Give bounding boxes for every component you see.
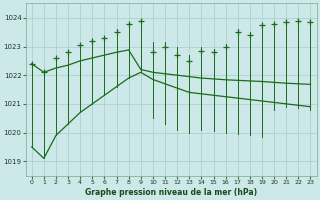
X-axis label: Graphe pression niveau de la mer (hPa): Graphe pression niveau de la mer (hPa) <box>85 188 257 197</box>
